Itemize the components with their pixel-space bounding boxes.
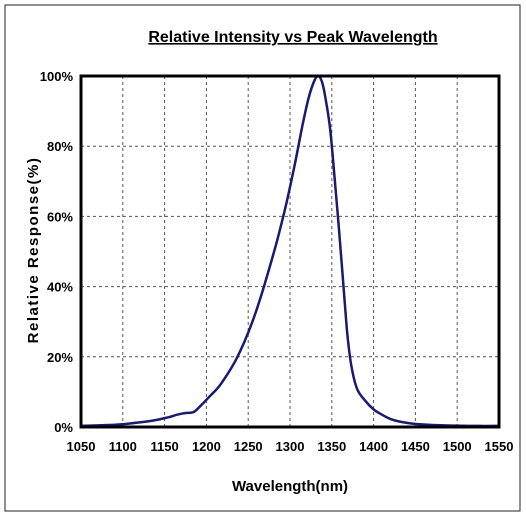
x-tick-label: 1250 <box>234 439 263 454</box>
y-tick-label: 0% <box>54 420 73 435</box>
y-axis-title: Relative Response(%) <box>25 157 42 344</box>
x-tick-label: 1550 <box>485 439 514 454</box>
y-tick-label: 60% <box>47 209 73 224</box>
x-tick-label: 1350 <box>317 439 346 454</box>
x-tick-label: 1050 <box>67 439 96 454</box>
y-tick-label: 80% <box>47 139 73 154</box>
x-tick-label: 1300 <box>276 439 305 454</box>
y-axis-ticks: 0% 20% 40% 60% 80% 100% <box>40 69 74 435</box>
y-tick-label: 100% <box>40 69 74 84</box>
y-tick-label: 20% <box>47 350 73 365</box>
x-tick-label: 1450 <box>401 439 430 454</box>
x-axis-ticks: 1050 1100 1150 1200 1250 1300 1350 1400 1450 1500… <box>67 439 514 454</box>
x-tick-label: 1150 <box>150 439 178 454</box>
x-tick-label: 1200 <box>192 439 221 454</box>
x-tick-label: 1100 <box>109 439 137 454</box>
chart-title: Relative Intensity vs Peak Wavelength <box>148 29 437 46</box>
y-tick-label: 40% <box>47 280 73 295</box>
x-tick-label: 1500 <box>443 439 472 454</box>
grid <box>81 76 499 427</box>
x-tick-label: 1400 <box>359 439 388 454</box>
plot-frame <box>79 74 501 429</box>
series-line <box>79 74 501 428</box>
x-axis-title: Wavelength(nm) <box>232 478 348 495</box>
